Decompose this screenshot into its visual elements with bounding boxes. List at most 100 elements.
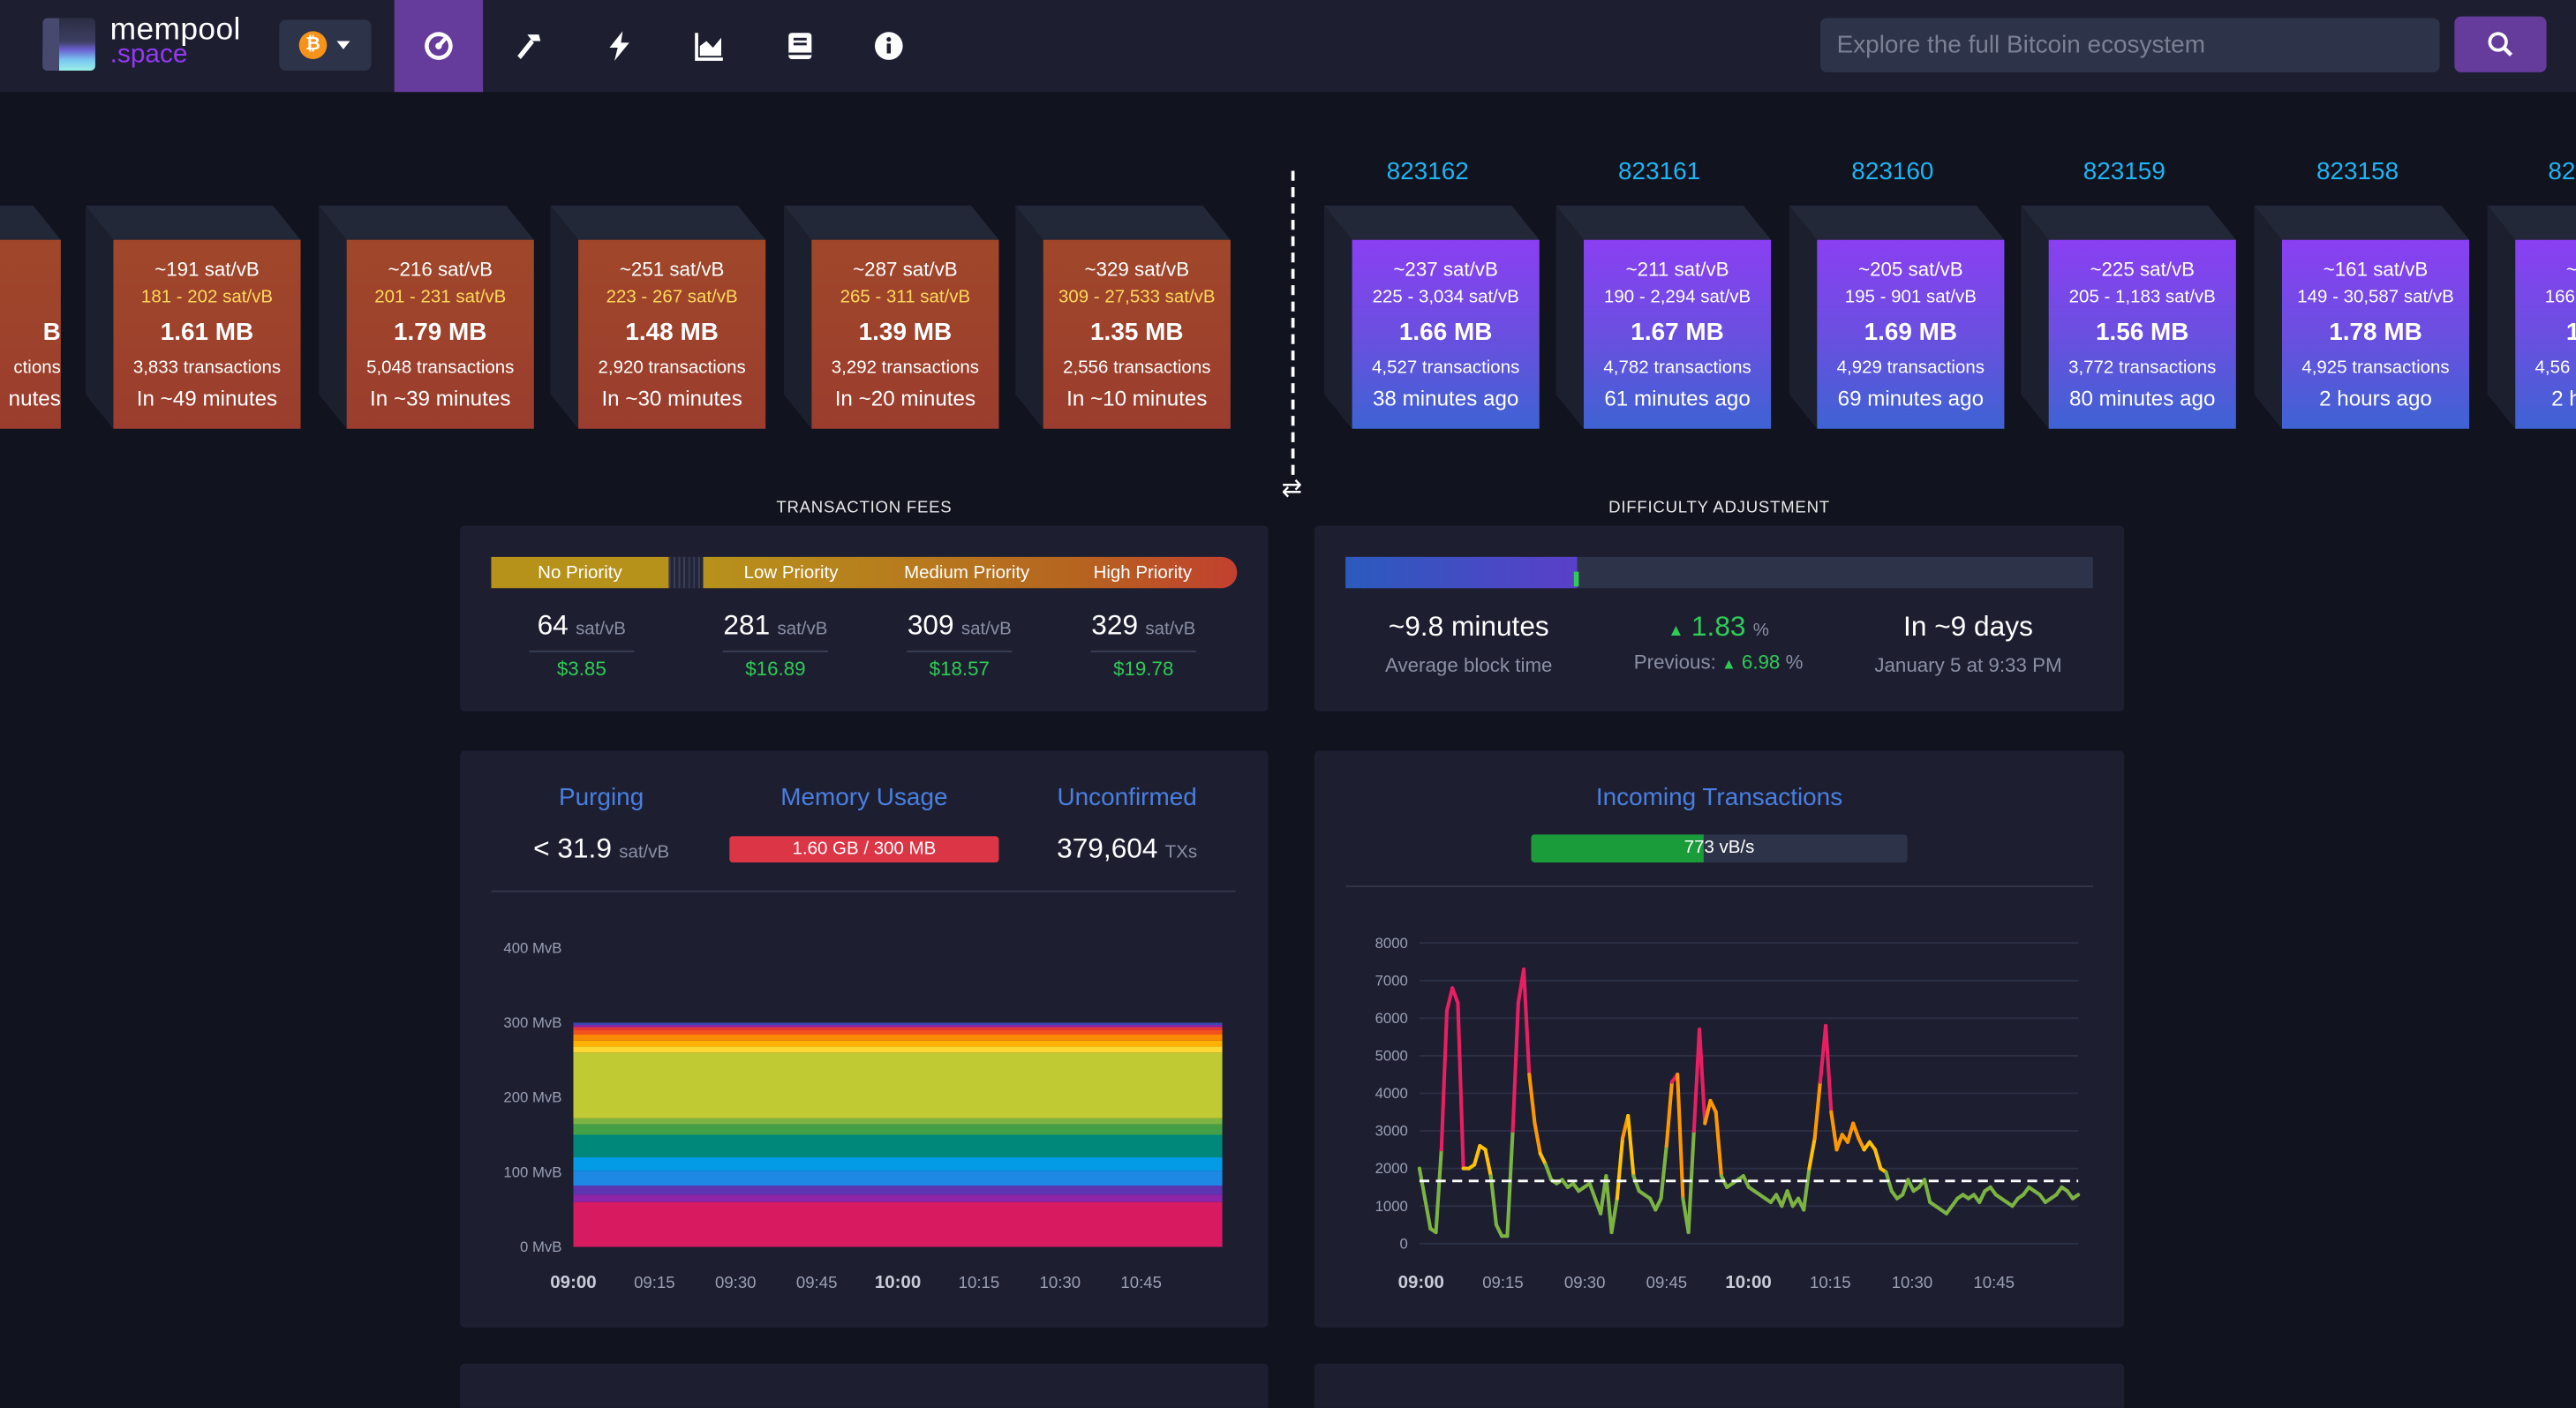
block-size: 1.66 MB	[1398, 319, 1493, 347]
mempool-stats-panel: Purging < 31.9 sat/vB Memory Usage 1.60 …	[460, 750, 1269, 1328]
area-band	[573, 1201, 1223, 1247]
purging-title: Purging	[559, 783, 644, 812]
area-band	[573, 1118, 1223, 1125]
search-input[interactable]	[1819, 18, 2440, 72]
line-segment	[2070, 1193, 2081, 1201]
block-fee-range: 223 - 267 sat/vB	[606, 287, 738, 308]
mined-block[interactable]: ~205 sat/vB 195 - 901 sat/vB 1.69 MB 4,9…	[1789, 205, 2013, 429]
block-tx-count: 4,925 transactions	[2301, 358, 2450, 379]
pending-block[interactable]: ~216 sat/vB 201 - 231 sat/vB 1.79 MB 5,0…	[319, 205, 542, 429]
line-segment	[1543, 1163, 1554, 1182]
mined-block[interactable]: ~225 sat/vB 205 - 1,183 sat/vB 1.56 MB 3…	[2021, 205, 2244, 429]
area-band	[573, 1040, 1223, 1047]
difficulty-change: ▲ 1.83 % Previous: ▲ 6.98 %	[1633, 611, 1804, 674]
nav-docs[interactable]	[756, 0, 844, 92]
x-tick-label: 10:30	[1040, 1273, 1081, 1291]
brand-name[interactable]: mempool	[109, 12, 241, 48]
block-height-link[interactable]: 823161	[1618, 157, 1701, 186]
line-segment	[1417, 1166, 1427, 1201]
swap-arrows-icon[interactable]: ⇄	[1281, 474, 1302, 503]
pending-block[interactable]: ~329 sat/vB 309 - 27,533 sat/vB 1.35 MB …	[1015, 205, 1239, 429]
block-fee-range: 265 - 311 sat/vB	[840, 287, 971, 308]
y-tick-label: 100 MvB	[503, 1163, 561, 1180]
line-segment	[1834, 1133, 1844, 1152]
line-segment	[1444, 986, 1455, 1013]
fee-high-priority: 329 sat/vB $19.78	[1090, 609, 1196, 681]
next-adjustment: In ~9 days January 5 at 9:33 PM	[1874, 611, 2062, 677]
pending-block[interactable]: B ctions nutes	[0, 205, 69, 429]
pending-block[interactable]: ~287 sat/vB 265 - 311 sat/vB 1.39 MB 3,2…	[783, 205, 1007, 429]
unconfirmed-count: 379,604 TXs	[1057, 832, 1198, 864]
pending-block[interactable]: ~251 sat/vB 223 - 267 sat/vB 1.48 MB 2,9…	[550, 205, 773, 429]
nav-mining[interactable]	[485, 0, 573, 92]
fee-no-priority: 64 sat/vB $3.85	[500, 609, 664, 683]
block-median-fee: ~216 sat/vB	[388, 258, 493, 282]
nav-dashboard[interactable]	[394, 0, 484, 93]
search-button[interactable]	[2454, 16, 2547, 72]
avg-block-time: ~9.8 minutes Average block time	[1384, 611, 1553, 677]
mined-block[interactable]: ~161 sat/vB 149 - 30,587 sat/vB 1.78 MB …	[2254, 205, 2477, 429]
line-segment	[1802, 1166, 1811, 1212]
nav-lightning[interactable]	[575, 0, 663, 92]
line-segment	[1604, 1174, 1614, 1235]
x-tick-label: 09:00	[550, 1272, 596, 1292]
line-segment	[1494, 1223, 1504, 1239]
nav-about[interactable]	[845, 0, 933, 92]
x-tick-label: 09:45	[1646, 1273, 1688, 1291]
block-fee-range: 225 - 3,034 sat/vB	[1372, 287, 1519, 308]
line-segment	[1510, 1001, 1520, 1133]
block-fee-range: 201 - 231 sat/vB	[374, 287, 507, 308]
block-height-link[interactable]: 823159	[2083, 157, 2165, 186]
line-segment	[1829, 1110, 1839, 1152]
memory-usage-title: Memory Usage	[780, 783, 948, 812]
block-height-link[interactable]: 82	[2548, 157, 2576, 186]
block-median-fee: ~211 sat/vB	[1625, 258, 1729, 282]
network-selector[interactable]: ₿	[279, 19, 372, 72]
block-height-link[interactable]: 823160	[1851, 157, 1934, 186]
block-tx-count: 2,920 transactions	[598, 358, 746, 379]
line-segment	[1857, 1136, 1866, 1152]
line-segment	[1505, 1129, 1515, 1239]
block-height-link[interactable]: 823162	[1386, 157, 1469, 186]
incoming-rate-fill	[1531, 834, 1705, 863]
x-tick-label: 10:00	[1725, 1272, 1771, 1292]
block-size: 1.56 MB	[2095, 319, 2189, 347]
nav-graphs[interactable]	[666, 0, 754, 92]
y-tick-label: 2000	[1375, 1160, 1408, 1177]
mined-block[interactable]: ~237 sat/vB 225 - 3,034 sat/vB 1.66 MB 4…	[1323, 205, 1548, 429]
pending-block[interactable]: ~191 sat/vB 181 - 202 sat/vB 1.61 MB 3,8…	[85, 205, 309, 429]
y-tick-label: 3000	[1375, 1123, 1408, 1140]
fees-panel: No Priority Low Priority Medium Priority…	[460, 525, 1269, 712]
triangle-up-icon: ▲	[1721, 655, 1736, 673]
incoming-rate-track: 773 vB/s	[1531, 834, 1908, 863]
block-tx-count: 3,833 transactions	[132, 358, 282, 379]
info-icon	[874, 32, 903, 60]
hammer-icon	[517, 34, 541, 59]
block-eta: In ~49 minutes	[136, 386, 278, 411]
y-tick-label: 4000	[1375, 1085, 1408, 1102]
difficulty-progress-track	[1345, 556, 2093, 589]
line-segment	[1812, 1080, 1822, 1141]
mempool-logo-icon[interactable]	[42, 18, 95, 72]
area-band	[573, 1029, 1223, 1035]
mined-block[interactable]: ~1 166 1 4,56 2 h	[2487, 205, 2576, 429]
x-tick-label: 09:45	[796, 1273, 838, 1291]
area-chart-icon	[695, 33, 723, 61]
line-segment	[1450, 986, 1460, 1005]
line-segment	[1533, 1121, 1542, 1156]
brand-suffix[interactable]: .space	[109, 41, 188, 70]
line-segment	[1488, 1174, 1499, 1227]
line-segment	[1708, 1098, 1718, 1114]
block-tx-count: 5,048 transactions	[366, 358, 515, 379]
line-segment	[1698, 1028, 1707, 1126]
memory-usage-bar: 1.60 GB / 300 MB	[729, 836, 999, 863]
y-tick-label: 1000	[1375, 1198, 1408, 1215]
low-priority-label: Low Priority	[743, 562, 839, 583]
block-height-link[interactable]: 823158	[2316, 157, 2399, 186]
area-band	[573, 1186, 1223, 1195]
line-segment	[1609, 1196, 1619, 1235]
mined-block[interactable]: ~211 sat/vB 190 - 2,294 sat/vB 1.67 MB 4…	[1555, 205, 1779, 429]
line-segment	[1922, 1178, 1932, 1204]
incoming-tx-panel: Incoming Transactions 773 vB/s 0 1000 2000…	[1314, 750, 2125, 1328]
y-tick-label: 0	[1400, 1235, 1408, 1252]
